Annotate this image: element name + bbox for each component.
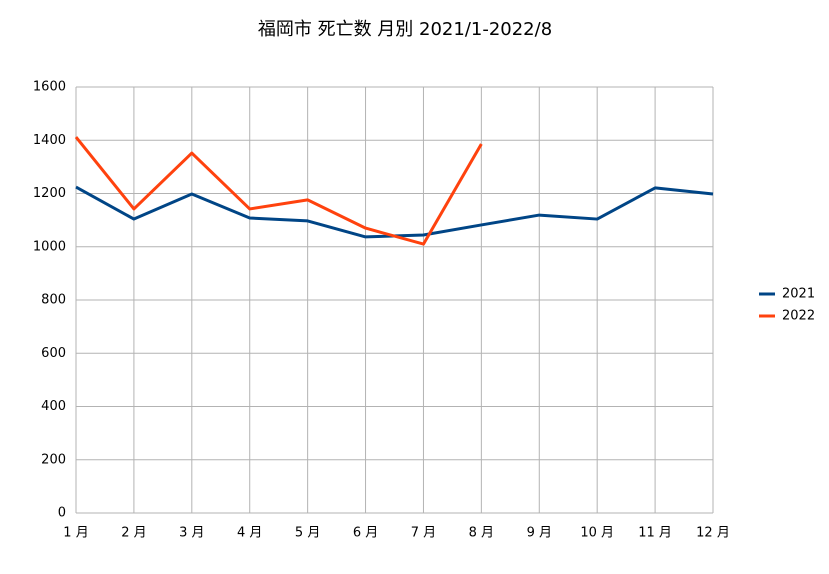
legend-label: 2022 [782, 309, 815, 324]
y-tick-label: 1600 [33, 80, 66, 95]
chart-title: 福岡市 死亡数 月別 2021/1-2022/8 [258, 19, 552, 40]
x-tick-label: 4 月 [237, 526, 262, 541]
y-tick-label: 1000 [33, 239, 66, 254]
y-tick-label: 400 [41, 399, 66, 414]
y-tick-label: 600 [41, 346, 66, 361]
y-tick-label: 1200 [33, 186, 66, 201]
y-tick-label: 1400 [33, 133, 66, 148]
x-tick-label: 8 月 [469, 526, 494, 541]
x-tick-label: 2 月 [121, 526, 146, 541]
x-tick-label: 10 月 [580, 526, 614, 541]
line-series [74, 136, 483, 246]
legend-label: 2021 [782, 287, 815, 302]
x-tick-label: 12 月 [696, 526, 730, 541]
y-tick-label: 0 [58, 506, 66, 521]
x-tick-label: 6 月 [353, 526, 378, 541]
x-tick-label: 11 月 [638, 526, 672, 541]
y-tick-label: 200 [41, 452, 66, 467]
x-tick-label: 7 月 [411, 526, 436, 541]
x-tick-label: 9 月 [527, 526, 552, 541]
x-tick-label: 5 月 [295, 526, 320, 541]
y-tick-label: 800 [41, 293, 66, 308]
x-tick-label: 3 月 [179, 526, 204, 541]
x-tick-label: 1 月 [63, 526, 88, 541]
